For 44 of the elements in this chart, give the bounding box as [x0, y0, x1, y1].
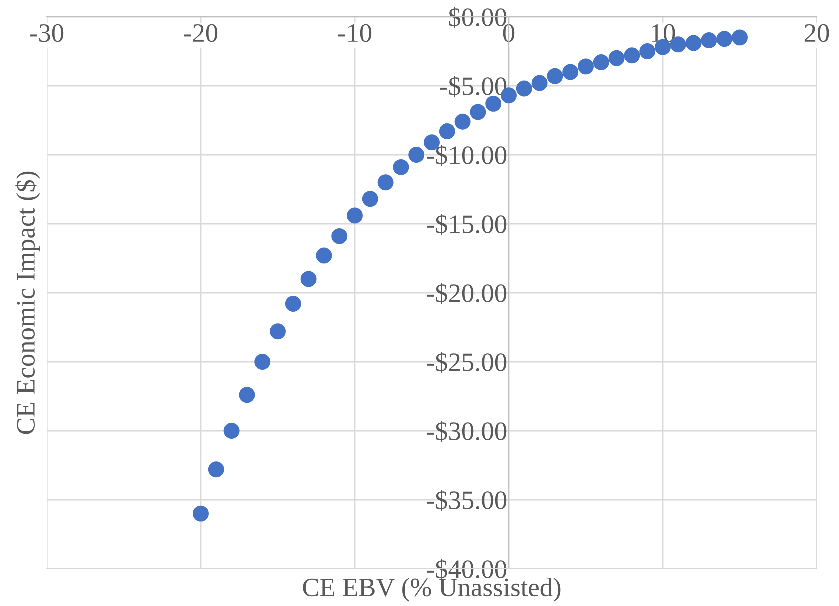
y-tick-label: -$30.00: [427, 421, 507, 442]
y-tick-label: -$5.00: [440, 76, 507, 98]
point: [254, 354, 271, 370]
point: [208, 462, 224, 478]
y-tick-label: -$35.00: [427, 490, 507, 512]
x-axis-title: CE EBV (% Unassisted): [303, 578, 561, 602]
point: [224, 423, 240, 439]
x-tick-label: -20: [184, 24, 218, 42]
point: [393, 159, 410, 176]
point: [362, 191, 378, 208]
point: [470, 104, 486, 120]
y-tick-label: -$25.00: [427, 352, 507, 374]
y-tick-label: -$10.00: [427, 145, 507, 166]
point: [532, 75, 548, 92]
x-tick-label: -10: [338, 24, 372, 42]
point: [454, 114, 471, 130]
point: [408, 147, 425, 163]
y-axis-title: CE Economic Impact ($): [16, 172, 40, 434]
point: [516, 80, 532, 97]
point: [547, 68, 564, 84]
point: [578, 58, 594, 75]
point: [378, 174, 394, 191]
point: [608, 50, 625, 66]
point: [193, 506, 209, 522]
point: [624, 48, 640, 64]
point: [716, 31, 733, 48]
y-tick-label: -$15.00: [427, 214, 507, 236]
point: [439, 124, 456, 140]
point: [732, 30, 748, 46]
point: [239, 387, 256, 404]
point: [640, 44, 656, 60]
point: [562, 64, 579, 80]
point: [593, 54, 610, 71]
y-tick-label: -$20.00: [427, 283, 507, 304]
point: [270, 324, 286, 340]
point: [332, 228, 348, 244]
x-tick-label: 20: [804, 24, 830, 42]
point: [300, 271, 317, 288]
point: [285, 296, 302, 312]
point: [686, 35, 702, 52]
x-tick-label: -30: [30, 24, 64, 42]
point: [347, 208, 363, 224]
point: [316, 248, 332, 264]
point: [701, 32, 718, 48]
